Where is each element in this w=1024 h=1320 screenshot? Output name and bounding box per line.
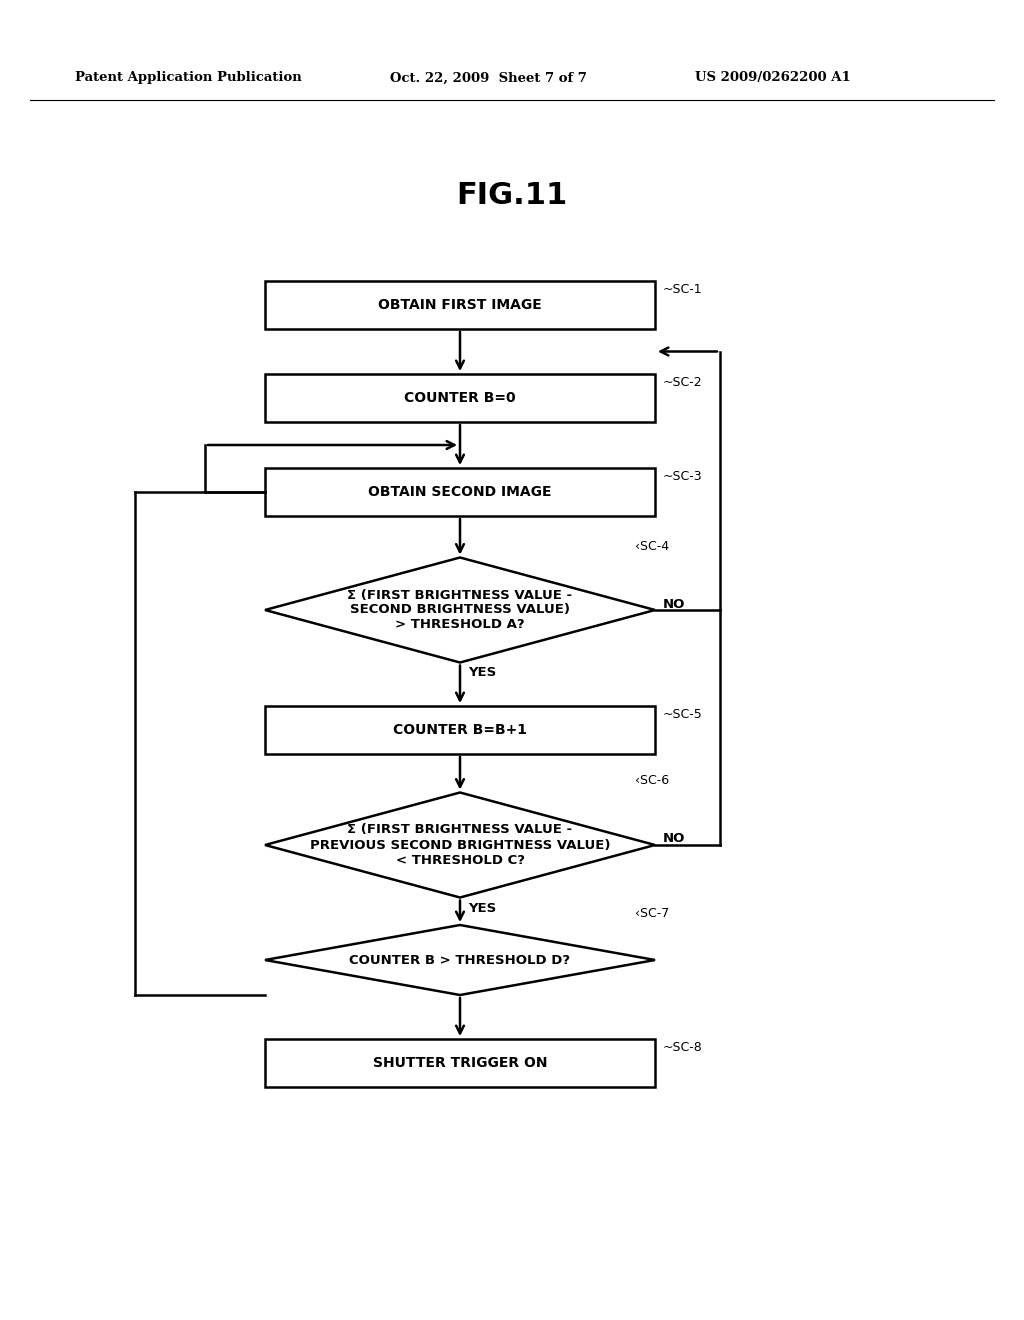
Text: Σ (FIRST BRIGHTNESS VALUE -
PREVIOUS SECOND BRIGHTNESS VALUE)
< THRESHOLD C?: Σ (FIRST BRIGHTNESS VALUE - PREVIOUS SEC…: [309, 824, 610, 866]
Polygon shape: [265, 557, 655, 663]
Text: OBTAIN FIRST IMAGE: OBTAIN FIRST IMAGE: [378, 298, 542, 312]
Polygon shape: [265, 792, 655, 898]
Bar: [265, 706, 655, 754]
Text: ~SC-2: ~SC-2: [663, 376, 702, 389]
Text: ~SC-5: ~SC-5: [663, 708, 702, 721]
Text: YES: YES: [468, 667, 497, 680]
Bar: [265, 374, 655, 422]
Text: COUNTER B=B+1: COUNTER B=B+1: [393, 723, 527, 737]
Text: Oct. 22, 2009  Sheet 7 of 7: Oct. 22, 2009 Sheet 7 of 7: [390, 71, 587, 84]
Text: US 2009/0262200 A1: US 2009/0262200 A1: [695, 71, 851, 84]
Text: ~SC-1: ~SC-1: [663, 282, 702, 296]
Text: Patent Application Publication: Patent Application Publication: [75, 71, 302, 84]
Text: COUNTER B > THRESHOLD D?: COUNTER B > THRESHOLD D?: [349, 953, 570, 966]
Text: ~SC-3: ~SC-3: [663, 470, 702, 483]
Text: ‹SC-4: ‹SC-4: [635, 540, 669, 553]
Text: NO: NO: [663, 833, 685, 846]
Text: ~SC-8: ~SC-8: [663, 1041, 702, 1053]
Text: NO: NO: [663, 598, 685, 610]
Text: Σ (FIRST BRIGHTNESS VALUE -
SECOND BRIGHTNESS VALUE)
> THRESHOLD A?: Σ (FIRST BRIGHTNESS VALUE - SECOND BRIGH…: [347, 589, 572, 631]
Text: OBTAIN SECOND IMAGE: OBTAIN SECOND IMAGE: [369, 484, 552, 499]
Text: SHUTTER TRIGGER ON: SHUTTER TRIGGER ON: [373, 1056, 547, 1071]
Text: FIG.11: FIG.11: [457, 181, 567, 210]
Text: YES: YES: [468, 902, 497, 915]
Bar: [265, 469, 655, 516]
Text: COUNTER B=0: COUNTER B=0: [404, 391, 516, 405]
Text: ‹SC-6: ‹SC-6: [635, 775, 669, 788]
Polygon shape: [265, 925, 655, 995]
Text: ‹SC-7: ‹SC-7: [635, 907, 670, 920]
Bar: [265, 281, 655, 329]
Bar: [265, 1039, 655, 1086]
